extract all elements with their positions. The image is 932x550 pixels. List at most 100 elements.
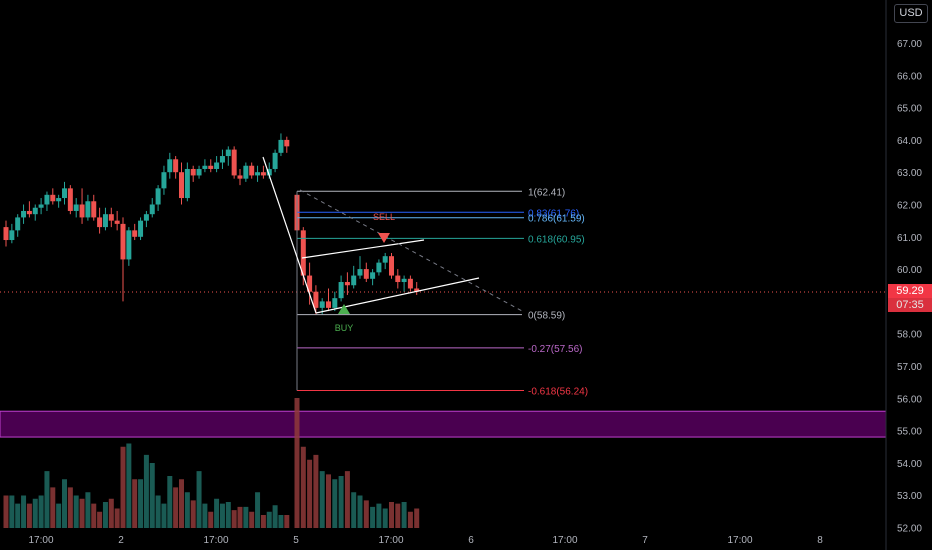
candle bbox=[62, 188, 67, 199]
volume-bar bbox=[97, 511, 103, 528]
volume-bar bbox=[237, 506, 243, 528]
volume-bar bbox=[260, 515, 266, 528]
candle bbox=[231, 149, 237, 176]
candle bbox=[272, 152, 278, 169]
volume-bar bbox=[382, 508, 388, 528]
volume-bar bbox=[173, 487, 179, 528]
volume-bar bbox=[294, 398, 300, 528]
candle bbox=[184, 168, 190, 199]
volume-bar bbox=[401, 502, 407, 528]
fib-level-label: 0.83(61.76) bbox=[528, 208, 579, 219]
candle bbox=[67, 188, 73, 211]
price-tick-label: 57.00 bbox=[897, 362, 922, 373]
volume-bar bbox=[79, 498, 85, 528]
candle bbox=[395, 275, 401, 283]
candle bbox=[73, 204, 79, 211]
candle bbox=[338, 282, 344, 299]
candle bbox=[407, 278, 413, 289]
volume-bar bbox=[67, 487, 73, 528]
volume-bar bbox=[85, 492, 91, 528]
price-axis[interactable] bbox=[886, 0, 932, 550]
volume-bar bbox=[376, 503, 382, 528]
volume-bar bbox=[15, 503, 21, 528]
volume-bar bbox=[132, 479, 138, 528]
candle bbox=[143, 214, 149, 221]
volume-bar bbox=[231, 510, 237, 528]
time-tick-label: 6 bbox=[468, 535, 474, 546]
volume-bar bbox=[179, 479, 184, 528]
candle bbox=[307, 275, 313, 292]
volume-bar bbox=[38, 495, 44, 528]
candle bbox=[389, 256, 394, 276]
candle bbox=[91, 201, 97, 218]
candle bbox=[167, 159, 173, 173]
volume-bar bbox=[167, 476, 173, 528]
volume-bar bbox=[108, 498, 114, 528]
volume-bar bbox=[338, 476, 344, 528]
price-tick-label: 55.00 bbox=[897, 427, 922, 438]
volume-bar bbox=[255, 492, 261, 528]
candle bbox=[179, 172, 184, 199]
price-tick-label: 58.00 bbox=[897, 330, 922, 341]
volume-bar bbox=[190, 500, 196, 528]
volume-bar bbox=[32, 498, 38, 528]
volume-bar bbox=[351, 492, 357, 528]
fib-level-label: 0(58.59) bbox=[528, 311, 565, 322]
candle bbox=[50, 194, 56, 202]
currency-button[interactable]: USD bbox=[894, 4, 928, 23]
candle bbox=[332, 298, 338, 308]
candle bbox=[161, 172, 167, 189]
candle bbox=[237, 175, 243, 179]
candle bbox=[44, 194, 50, 205]
volume-bar bbox=[114, 508, 120, 528]
price-tick-label: 65.00 bbox=[897, 104, 922, 115]
volume-bar bbox=[357, 495, 363, 528]
volume-bar bbox=[344, 471, 350, 528]
time-tick-label: 17:00 bbox=[28, 535, 53, 546]
candle bbox=[351, 275, 357, 286]
candle bbox=[278, 139, 284, 153]
volume-bar bbox=[319, 471, 325, 528]
volume-bar bbox=[120, 446, 126, 528]
demand-zone bbox=[0, 410, 887, 438]
current-price-tag: 59.29 bbox=[888, 284, 932, 298]
projection-line bbox=[299, 189, 523, 312]
time-tick-label: 17:00 bbox=[727, 535, 752, 546]
candle bbox=[79, 204, 85, 218]
volume-bar bbox=[278, 515, 284, 528]
candle bbox=[85, 201, 91, 218]
candle bbox=[56, 198, 62, 202]
candle bbox=[363, 269, 369, 279]
volume-bar bbox=[56, 503, 62, 528]
volume-bar bbox=[332, 479, 338, 528]
candle bbox=[108, 214, 114, 221]
candle bbox=[38, 204, 44, 208]
price-tick-label: 60.00 bbox=[897, 265, 922, 276]
price-tick-label: 67.00 bbox=[897, 39, 922, 50]
time-tick-label: 8 bbox=[817, 535, 823, 546]
price-tick-label: 53.00 bbox=[897, 491, 922, 502]
candle bbox=[313, 291, 319, 308]
volume-bar bbox=[149, 463, 155, 528]
candle bbox=[357, 269, 363, 276]
volume-bar bbox=[155, 495, 161, 528]
volume-bar bbox=[326, 474, 331, 528]
volume-bar bbox=[214, 498, 220, 528]
candle bbox=[9, 230, 15, 241]
candle bbox=[376, 262, 382, 273]
candle bbox=[319, 301, 325, 308]
buy-marker bbox=[338, 304, 350, 314]
volume-bar bbox=[102, 502, 108, 528]
volume-bar bbox=[9, 495, 15, 528]
volume-bar bbox=[91, 503, 97, 528]
candle bbox=[249, 165, 255, 176]
sell-label: SELL bbox=[373, 212, 395, 222]
candle bbox=[196, 168, 202, 176]
countdown-tag: 07:35 bbox=[888, 298, 932, 312]
price-tick-label: 52.00 bbox=[897, 524, 922, 535]
volume-bar bbox=[3, 495, 9, 528]
volume-bar bbox=[300, 446, 306, 528]
volume-bar bbox=[161, 503, 167, 528]
candle bbox=[225, 149, 231, 157]
